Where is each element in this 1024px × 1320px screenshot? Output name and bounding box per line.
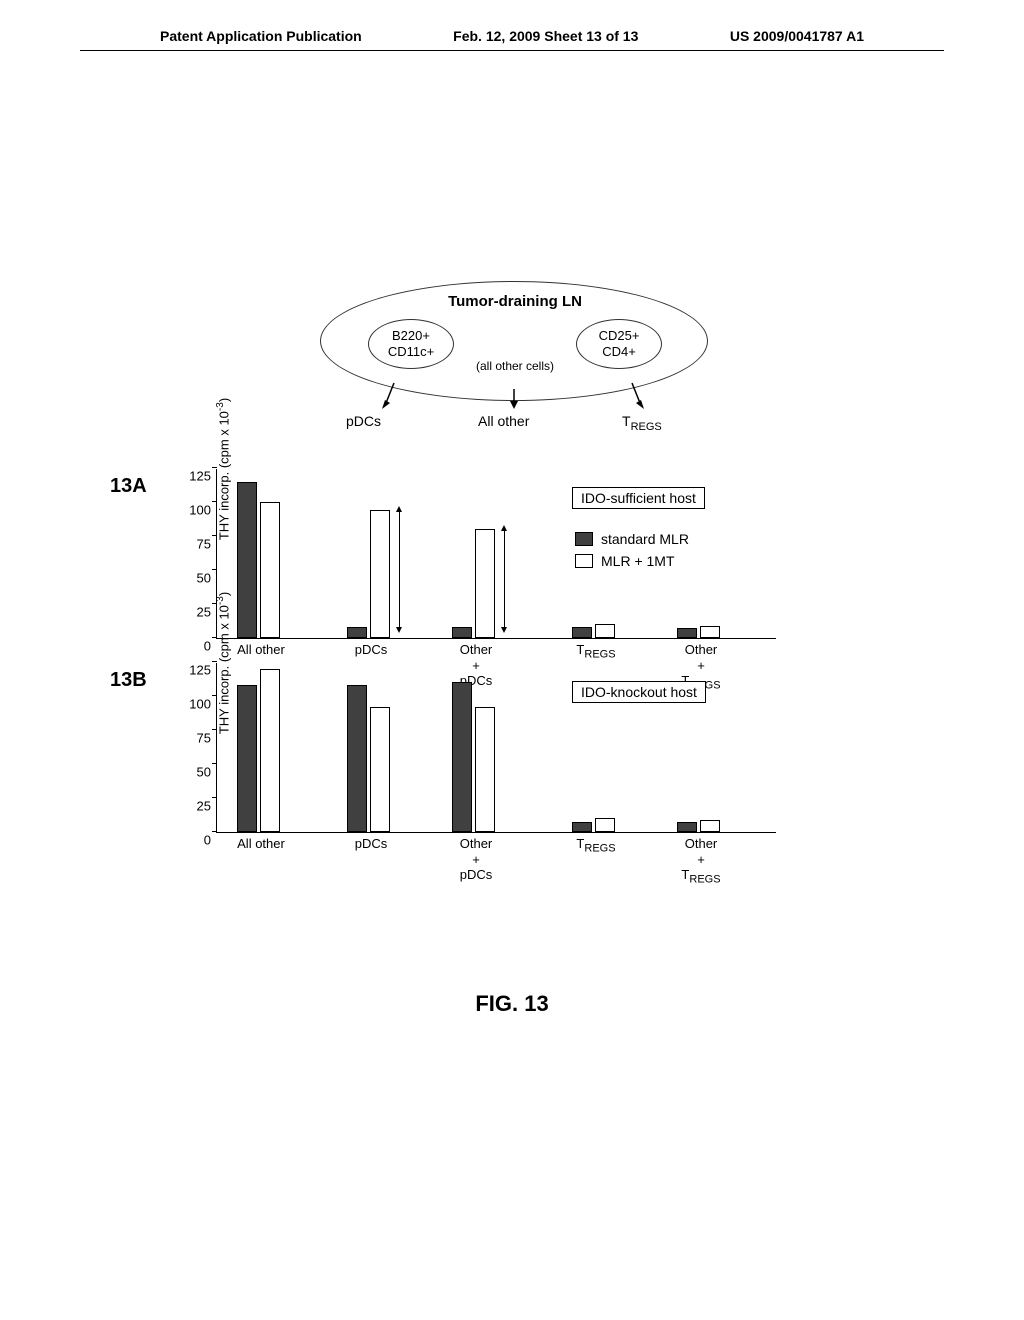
bar-group	[572, 818, 615, 832]
ytick-label: 0	[204, 833, 217, 848]
double-arrow-icon	[399, 511, 400, 628]
bar-group	[237, 669, 280, 832]
legend-row: standard MLR	[575, 531, 689, 547]
plot-area-a: IDO-sufficient host standard MLR MLR + 1…	[216, 469, 776, 639]
diagram-title: Tumor-draining LN	[448, 293, 582, 310]
x-category-label: Other+pDCs	[440, 832, 512, 883]
bar-group	[347, 510, 390, 638]
ytick-label: 125	[189, 663, 217, 678]
arrow-right-icon	[626, 381, 646, 411]
bar-1mt	[595, 624, 615, 638]
x-category-label: TREGS	[560, 832, 632, 856]
header-left: Patent Application Publication	[160, 28, 362, 44]
output-pdcs: pDCs	[346, 413, 381, 429]
bar-standard	[572, 822, 592, 832]
legend-label: MLR + 1MT	[601, 553, 675, 569]
figure-caption: FIG. 13	[475, 991, 548, 1017]
bar-1mt	[595, 818, 615, 832]
header-center: Feb. 12, 2009 Sheet 13 of 13	[453, 28, 638, 44]
bar-group	[237, 482, 280, 638]
ytick-label: 50	[197, 765, 217, 780]
x-category-label: TREGS	[560, 638, 632, 662]
marker-cd4: CD4+	[602, 344, 636, 360]
bar-1mt	[475, 529, 495, 638]
center-label: (all other cells)	[476, 359, 554, 373]
annotation-13b: IDO-knockout host	[572, 681, 706, 703]
bar-group	[677, 820, 720, 832]
ytick-label: 75	[197, 731, 217, 746]
ytick-label: 125	[189, 469, 217, 484]
bar-1mt	[370, 510, 390, 638]
bar-group	[572, 624, 615, 638]
arrow-left-icon	[380, 381, 400, 411]
marker-b220: B220+	[392, 328, 430, 344]
bar-standard	[347, 627, 367, 638]
ytick-label: 50	[197, 571, 217, 586]
x-category-label: pDCs	[335, 832, 407, 852]
bar-1mt	[260, 669, 280, 832]
x-category-label: All other	[225, 638, 297, 658]
bar-group	[677, 626, 720, 638]
legend-row: MLR + 1MT	[575, 553, 689, 569]
patent-header: Patent Application Publication Feb. 12, …	[80, 0, 944, 51]
output-allother: All other	[478, 413, 529, 429]
bar-1mt	[700, 626, 720, 638]
double-arrow-icon	[504, 530, 505, 628]
x-category-label: pDCs	[335, 638, 407, 658]
ytick-label: 75	[197, 537, 217, 552]
marker-cd11c: CD11c+	[388, 344, 434, 360]
legend-13a: standard MLR MLR + 1MT	[575, 531, 689, 569]
right-subpopulation: CD25+ CD4+	[576, 319, 662, 369]
bar-standard	[452, 627, 472, 638]
bar-1mt	[700, 820, 720, 832]
bar-standard	[677, 628, 697, 638]
marker-cd25: CD25+	[599, 328, 640, 344]
panel-label-13a: 13A	[110, 475, 147, 498]
ytick-label: 25	[197, 799, 217, 814]
ytick-label: 100	[189, 697, 217, 712]
bar-group	[347, 685, 390, 832]
bar-standard	[237, 685, 257, 832]
left-subpopulation: B220+ CD11c+	[368, 319, 454, 369]
bar-standard	[677, 822, 697, 832]
bar-1mt	[370, 707, 390, 832]
arrow-down-icon	[506, 389, 522, 411]
bar-standard	[572, 627, 592, 638]
bar-standard	[452, 682, 472, 832]
annotation-13a: IDO-sufficient host	[572, 487, 705, 509]
bar-group	[452, 682, 495, 832]
legend-label: standard MLR	[601, 531, 689, 547]
legend-swatch-open	[575, 554, 593, 568]
plot-area-b: IDO-knockout host 0255075100125All other…	[216, 663, 776, 833]
bar-1mt	[260, 502, 280, 638]
ytick-label: 100	[189, 503, 217, 518]
x-category-label: All other	[225, 832, 297, 852]
output-tregs: TREGS	[622, 413, 662, 433]
bar-group	[452, 529, 495, 638]
panel-label-13b: 13B	[110, 669, 147, 692]
ytick-label: 25	[197, 605, 217, 620]
header-right: US 2009/0041787 A1	[730, 28, 864, 44]
bar-1mt	[475, 707, 495, 832]
bar-standard	[347, 685, 367, 832]
x-category-label: Other+TREGS	[665, 832, 737, 887]
bar-standard	[237, 482, 257, 638]
legend-swatch-filled	[575, 532, 593, 546]
